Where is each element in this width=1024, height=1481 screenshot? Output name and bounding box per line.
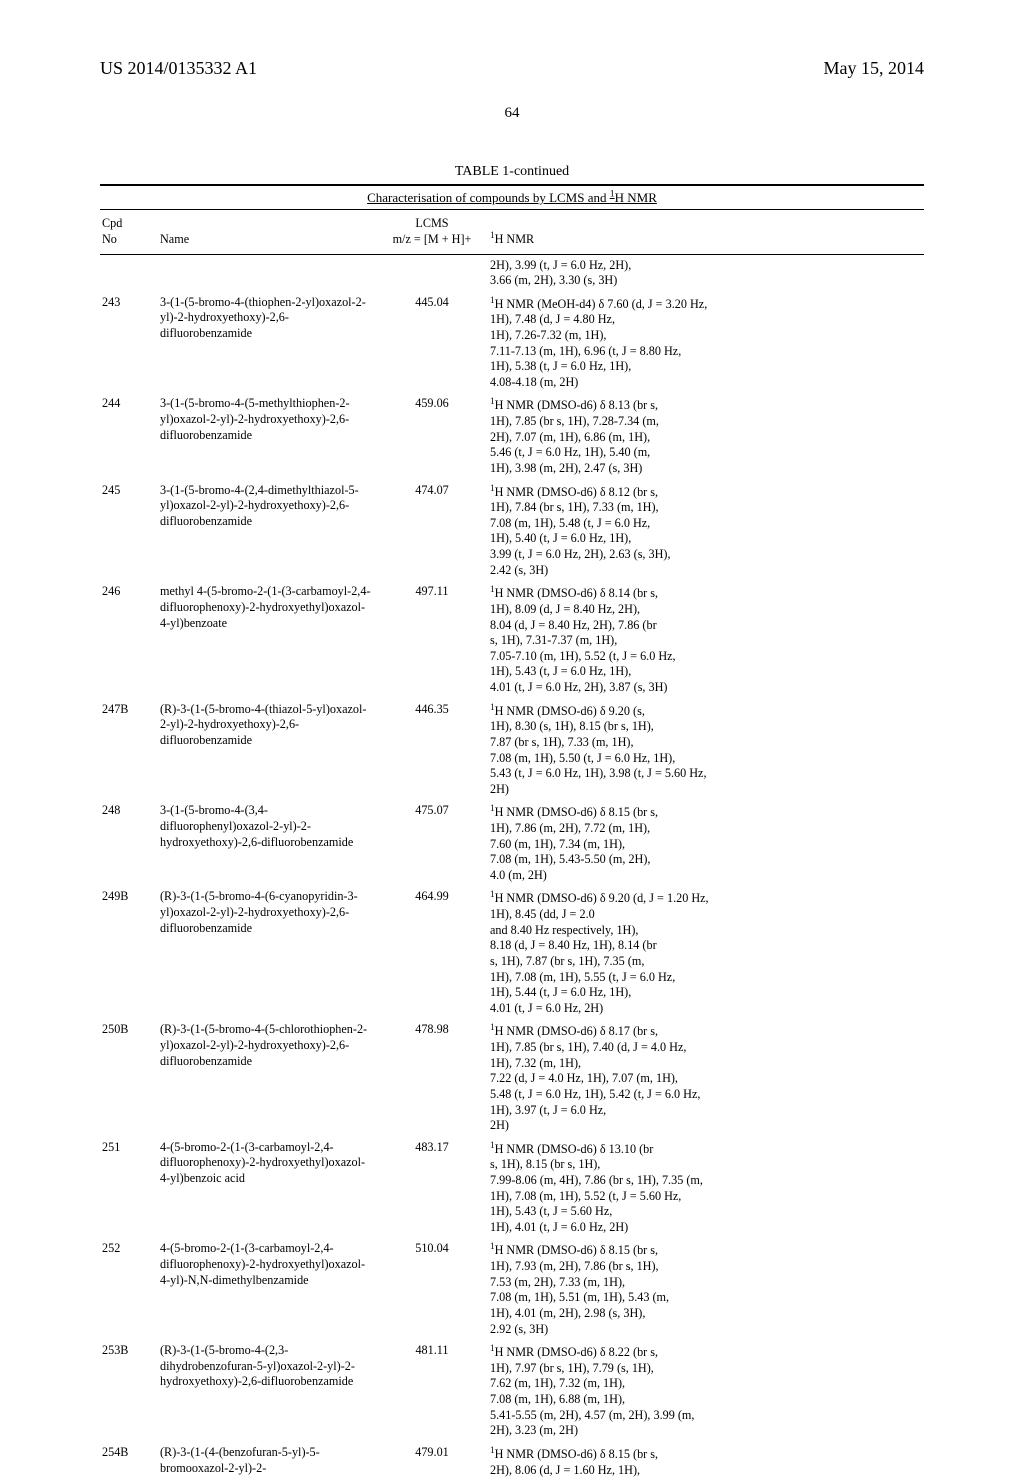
table-body: 2H), 3.99 (t, J = 6.0 Hz, 2H),3.66 (m, 2… bbox=[100, 254, 924, 1481]
cell-cpd-no: 254B bbox=[100, 1442, 158, 1481]
cell-name: 3-(1-(5-bromo-4-(5-methylthiophen-2-yl)o… bbox=[158, 393, 378, 479]
cell-name: (R)-3-(1-(4-(benzofuran-5-yl)-5-bromooxa… bbox=[158, 1442, 378, 1481]
cell-lcms: 497.11 bbox=[378, 581, 488, 698]
cell-nmr: 1H NMR (DMSO-d6) δ 8.15 (br s,1H), 7.93 … bbox=[488, 1238, 924, 1340]
cell-lcms: 459.06 bbox=[378, 393, 488, 479]
table-row: 246methyl 4-(5-bromo-2-(1-(3-carbamoyl-2… bbox=[100, 581, 924, 698]
cell-lcms: 464.99 bbox=[378, 886, 488, 1019]
col-cpd-no: CpdNo bbox=[100, 210, 158, 254]
cell-name: 3-(1-(5-bromo-4-(thiophen-2-yl)oxazol-2-… bbox=[158, 292, 378, 394]
cell-name: 4-(5-bromo-2-(1-(3-carbamoyl-2,4-difluor… bbox=[158, 1238, 378, 1340]
table-row: 2H), 3.99 (t, J = 6.0 Hz, 2H),3.66 (m, 2… bbox=[100, 254, 924, 292]
page-header: US 2014/0135332 A1 May 15, 2014 bbox=[100, 58, 924, 79]
table-title: TABLE 1-continued bbox=[100, 164, 924, 180]
cell-name: 3-(1-(5-bromo-4-(2,4-dimethylthiazol-5-y… bbox=[158, 480, 378, 582]
cell-name: methyl 4-(5-bromo-2-(1-(3-carbamoyl-2,4-… bbox=[158, 581, 378, 698]
cell-name: (R)-3-(1-(5-bromo-4-(thiazol-5-yl)oxazol… bbox=[158, 699, 378, 801]
table-row: 253B(R)-3-(1-(5-bromo-4-(2,3-dihydrobenz… bbox=[100, 1340, 924, 1442]
cell-name: 3-(1-(5-bromo-4-(3,4-difluorophenyl)oxaz… bbox=[158, 800, 378, 886]
table-row: 2514-(5-bromo-2-(1-(3-carbamoyl-2,4-difl… bbox=[100, 1137, 924, 1239]
cell-lcms: 446.35 bbox=[378, 699, 488, 801]
header-left: US 2014/0135332 A1 bbox=[100, 58, 257, 79]
cell-nmr: 1H NMR (DMSO-d6) δ 8.17 (br s,1H), 7.85 … bbox=[488, 1019, 924, 1136]
cell-cpd-no: 243 bbox=[100, 292, 158, 394]
cell-cpd-no: 252 bbox=[100, 1238, 158, 1340]
table-subtitle: Characterisation of compounds by LCMS an… bbox=[100, 184, 924, 210]
cell-cpd-no: 251 bbox=[100, 1137, 158, 1239]
cell-nmr: 1H NMR (DMSO-d6) δ 13.10 (brs, 1H), 8.15… bbox=[488, 1137, 924, 1239]
cell-lcms: 483.17 bbox=[378, 1137, 488, 1239]
cell-lcms: 479.01 bbox=[378, 1442, 488, 1481]
cell-cpd-no: 248 bbox=[100, 800, 158, 886]
cell-lcms: 481.11 bbox=[378, 1340, 488, 1442]
cell-lcms: 478.98 bbox=[378, 1019, 488, 1136]
cell-cpd-no: 245 bbox=[100, 480, 158, 582]
table-row: 2524-(5-bromo-2-(1-(3-carbamoyl-2,4-difl… bbox=[100, 1238, 924, 1340]
cell-nmr: 2H), 3.99 (t, J = 6.0 Hz, 2H),3.66 (m, 2… bbox=[488, 254, 924, 292]
cell-name: (R)-3-(1-(5-bromo-4-(5-chlorothiophen-2-… bbox=[158, 1019, 378, 1136]
cell-nmr: 1H NMR (DMSO-d6) δ 8.22 (br s,1H), 7.97 … bbox=[488, 1340, 924, 1442]
col-lcms: LCMSm/z = [M + H]+ bbox=[378, 210, 488, 254]
table-row: 2433-(1-(5-bromo-4-(thiophen-2-yl)oxazol… bbox=[100, 292, 924, 394]
cell-name: 4-(5-bromo-2-(1-(3-carbamoyl-2,4-difluor… bbox=[158, 1137, 378, 1239]
cell-lcms: 474.07 bbox=[378, 480, 488, 582]
compound-table: CpdNo Name LCMSm/z = [M + H]+ 1H NMR 2H)… bbox=[100, 210, 924, 1481]
cell-nmr: 1H NMR (MeOH-d4) δ 7.60 (d, J = 3.20 Hz,… bbox=[488, 292, 924, 394]
cell-name: (R)-3-(1-(5-bromo-4-(6-cyanopyridin-3-yl… bbox=[158, 886, 378, 1019]
cell-lcms bbox=[378, 254, 488, 292]
table-row: 250B(R)-3-(1-(5-bromo-4-(5-chlorothiophe… bbox=[100, 1019, 924, 1136]
cell-cpd-no: 244 bbox=[100, 393, 158, 479]
table-row: 254B(R)-3-(1-(4-(benzofuran-5-yl)-5-brom… bbox=[100, 1442, 924, 1481]
cell-nmr: 1H NMR (DMSO-d6) δ 8.15 (br s,1H), 7.86 … bbox=[488, 800, 924, 886]
cell-cpd-no: 250B bbox=[100, 1019, 158, 1136]
table-subtitle-text: Characterisation of compounds by LCMS an… bbox=[367, 190, 657, 205]
cell-lcms: 475.07 bbox=[378, 800, 488, 886]
cell-nmr: 1H NMR (DMSO-d6) δ 8.13 (br s,1H), 7.85 … bbox=[488, 393, 924, 479]
table-row: 2483-(1-(5-bromo-4-(3,4-difluorophenyl)o… bbox=[100, 800, 924, 886]
cell-lcms: 445.04 bbox=[378, 292, 488, 394]
cell-cpd-no bbox=[100, 254, 158, 292]
cell-name bbox=[158, 254, 378, 292]
table-header-row: CpdNo Name LCMSm/z = [M + H]+ 1H NMR bbox=[100, 210, 924, 254]
cell-nmr: 1H NMR (DMSO-d6) δ 8.12 (br s,1H), 7.84 … bbox=[488, 480, 924, 582]
header-right: May 15, 2014 bbox=[824, 58, 925, 79]
cell-cpd-no: 249B bbox=[100, 886, 158, 1019]
cell-lcms: 510.04 bbox=[378, 1238, 488, 1340]
page-number: 64 bbox=[100, 105, 924, 122]
cell-name: (R)-3-(1-(5-bromo-4-(2,3-dihydrobenzofur… bbox=[158, 1340, 378, 1442]
table-row: 2453-(1-(5-bromo-4-(2,4-dimethylthiazol-… bbox=[100, 480, 924, 582]
table-row: 249B(R)-3-(1-(5-bromo-4-(6-cyanopyridin-… bbox=[100, 886, 924, 1019]
cell-cpd-no: 247B bbox=[100, 699, 158, 801]
cell-nmr: 1H NMR (DMSO-d6) δ 8.14 (br s,1H), 8.09 … bbox=[488, 581, 924, 698]
table-row: 247B(R)-3-(1-(5-bromo-4-(thiazol-5-yl)ox… bbox=[100, 699, 924, 801]
cell-cpd-no: 246 bbox=[100, 581, 158, 698]
cell-cpd-no: 253B bbox=[100, 1340, 158, 1442]
cell-nmr: 1H NMR (DMSO-d6) δ 9.20 (d, J = 1.20 Hz,… bbox=[488, 886, 924, 1019]
col-name: Name bbox=[158, 210, 378, 254]
page-root: US 2014/0135332 A1 May 15, 2014 64 TABLE… bbox=[0, 0, 1024, 1320]
cell-nmr: 1H NMR (DMSO-d6) δ 8.15 (br s,2H), 8.06 … bbox=[488, 1442, 924, 1481]
table-row: 2443-(1-(5-bromo-4-(5-methylthiophen-2-y… bbox=[100, 393, 924, 479]
col-nmr: 1H NMR bbox=[488, 210, 924, 254]
cell-nmr: 1H NMR (DMSO-d6) δ 9.20 (s,1H), 8.30 (s,… bbox=[488, 699, 924, 801]
